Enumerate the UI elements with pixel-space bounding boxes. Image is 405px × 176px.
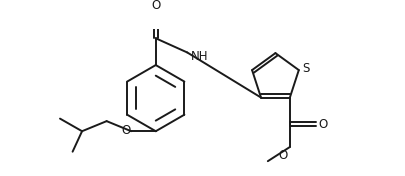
Text: O: O [278, 149, 287, 162]
Text: methyl: methyl [0, 175, 1, 176]
Text: O: O [318, 118, 327, 131]
Text: NH: NH [191, 50, 208, 63]
Text: O: O [122, 124, 130, 137]
Text: S: S [301, 62, 309, 75]
Text: O: O [151, 0, 160, 12]
